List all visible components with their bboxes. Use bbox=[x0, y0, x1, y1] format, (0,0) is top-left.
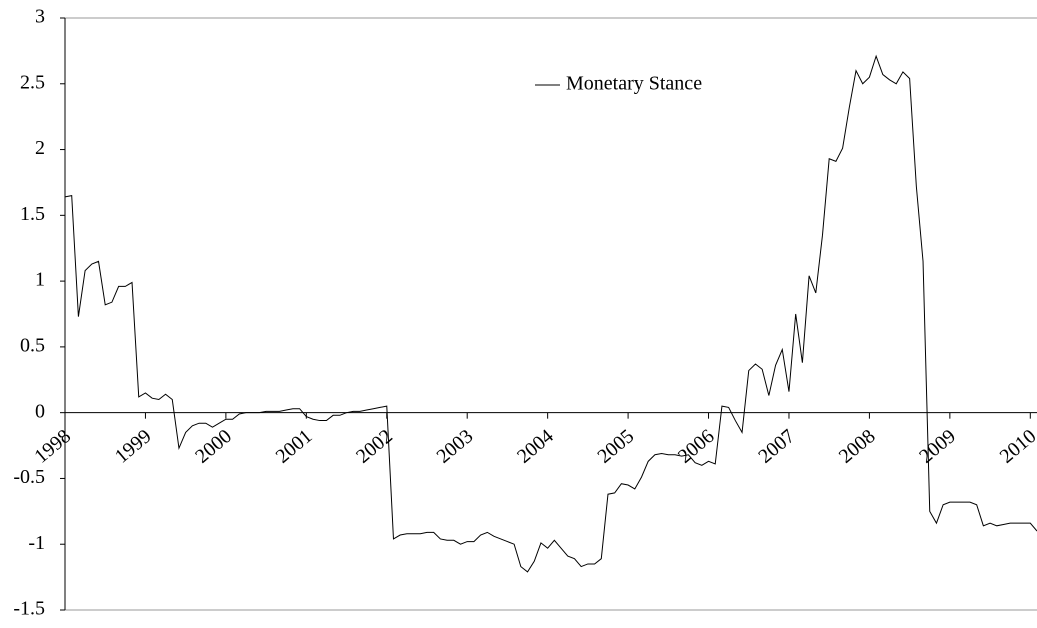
x-tick-label: 1998 bbox=[30, 425, 75, 468]
x-tick-label: 2005 bbox=[593, 425, 638, 468]
x-tick-label: 1999 bbox=[111, 425, 156, 468]
y-tick-label: 0.5 bbox=[20, 334, 45, 356]
x-tick-label: 2003 bbox=[433, 425, 478, 468]
x-tick-label: 2010 bbox=[996, 425, 1037, 468]
x-tick-label: 2006 bbox=[674, 425, 719, 468]
y-tick-label: 2.5 bbox=[20, 71, 45, 93]
x-tick-label: 2004 bbox=[513, 425, 558, 468]
y-tick-label: 1 bbox=[35, 269, 45, 291]
y-tick-label: 3 bbox=[35, 6, 45, 28]
x-tick-label: 2000 bbox=[191, 425, 236, 468]
y-tick-label: 1.5 bbox=[20, 203, 45, 225]
y-tick-label: 0 bbox=[35, 400, 45, 422]
y-tick-label: -0.5 bbox=[13, 466, 45, 488]
x-tick-label: 2008 bbox=[835, 425, 880, 468]
x-tick-label: 2001 bbox=[272, 425, 317, 468]
x-tick-label: 2002 bbox=[352, 425, 397, 468]
y-tick-label: 2 bbox=[35, 137, 45, 159]
y-tick-label: -1.5 bbox=[13, 598, 45, 620]
x-tick-label: 2007 bbox=[754, 425, 799, 468]
data-line bbox=[64, 54, 1037, 573]
legend-label: Monetary Stance bbox=[566, 73, 702, 95]
y-tick-label: -1 bbox=[28, 532, 45, 554]
x-tick-label: 2009 bbox=[915, 425, 960, 468]
